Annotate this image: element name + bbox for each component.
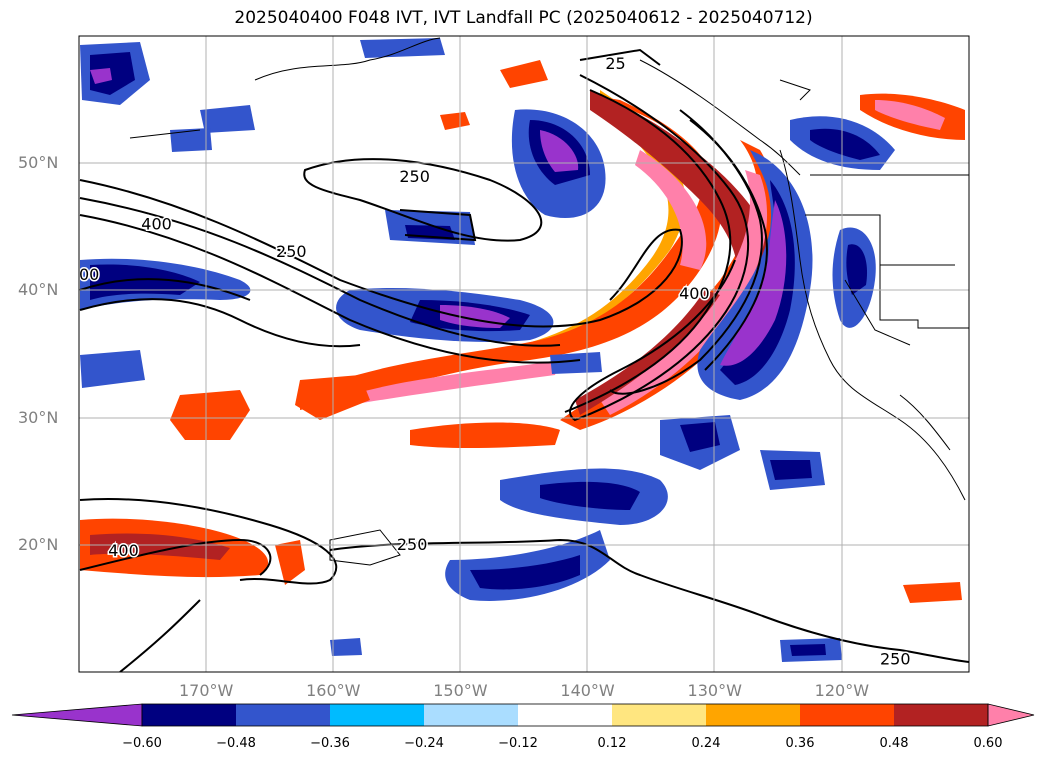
contour-label: 250 <box>880 649 911 668</box>
contour-label: 400 <box>141 214 172 233</box>
colorbar-tick-label: 0.60 <box>973 736 1003 751</box>
contour-label: 250 <box>397 535 428 554</box>
gridlines <box>79 36 969 672</box>
lon-label: 160°W <box>306 681 361 700</box>
contour-labels: 250 400 250 400 250 400 00 250 25 <box>79 52 912 669</box>
map-title: 2025040400 F048 IVT, IVT Landfall PC (20… <box>234 8 813 28</box>
lon-label: 150°W <box>433 681 488 700</box>
colorbar-tick-label: 0.24 <box>691 736 721 751</box>
contour-label: 250 <box>276 242 307 261</box>
coastlines <box>129 37 969 566</box>
colorbar-tick-label: 0.36 <box>785 736 815 751</box>
lon-label: 120°W <box>814 681 870 700</box>
ivt-contours <box>79 48 969 672</box>
lon-label: 140°W <box>560 681 615 700</box>
colorbar-tick-label: −0.12 <box>498 736 538 751</box>
colorbar-tick-label: 0.48 <box>879 736 909 751</box>
lon-label: 130°W <box>687 681 742 700</box>
colorbar-tick-label: −0.60 <box>122 736 162 751</box>
contour-label: 400 <box>108 541 139 560</box>
contour-label: 00 <box>79 265 99 284</box>
colorbar-tick-label: 0.12 <box>597 736 627 751</box>
colorbar-tick-label: −0.48 <box>216 736 256 751</box>
positive-pc-shading <box>80 60 965 603</box>
lat-label: 50°N <box>18 153 59 173</box>
colorbar-tick-label: −0.24 <box>404 736 444 751</box>
lat-label: 40°N <box>18 280 59 300</box>
colorbar-tick-label: −0.36 <box>310 736 350 751</box>
lat-label: 30°N <box>18 407 59 427</box>
map-frame <box>78 35 970 673</box>
contour-label: 25 <box>605 54 625 73</box>
contour-label: 250 <box>399 167 430 186</box>
contour-label: 400 <box>679 284 710 303</box>
lat-label: 20°N <box>18 534 59 554</box>
lon-label: 170°W <box>178 681 234 700</box>
